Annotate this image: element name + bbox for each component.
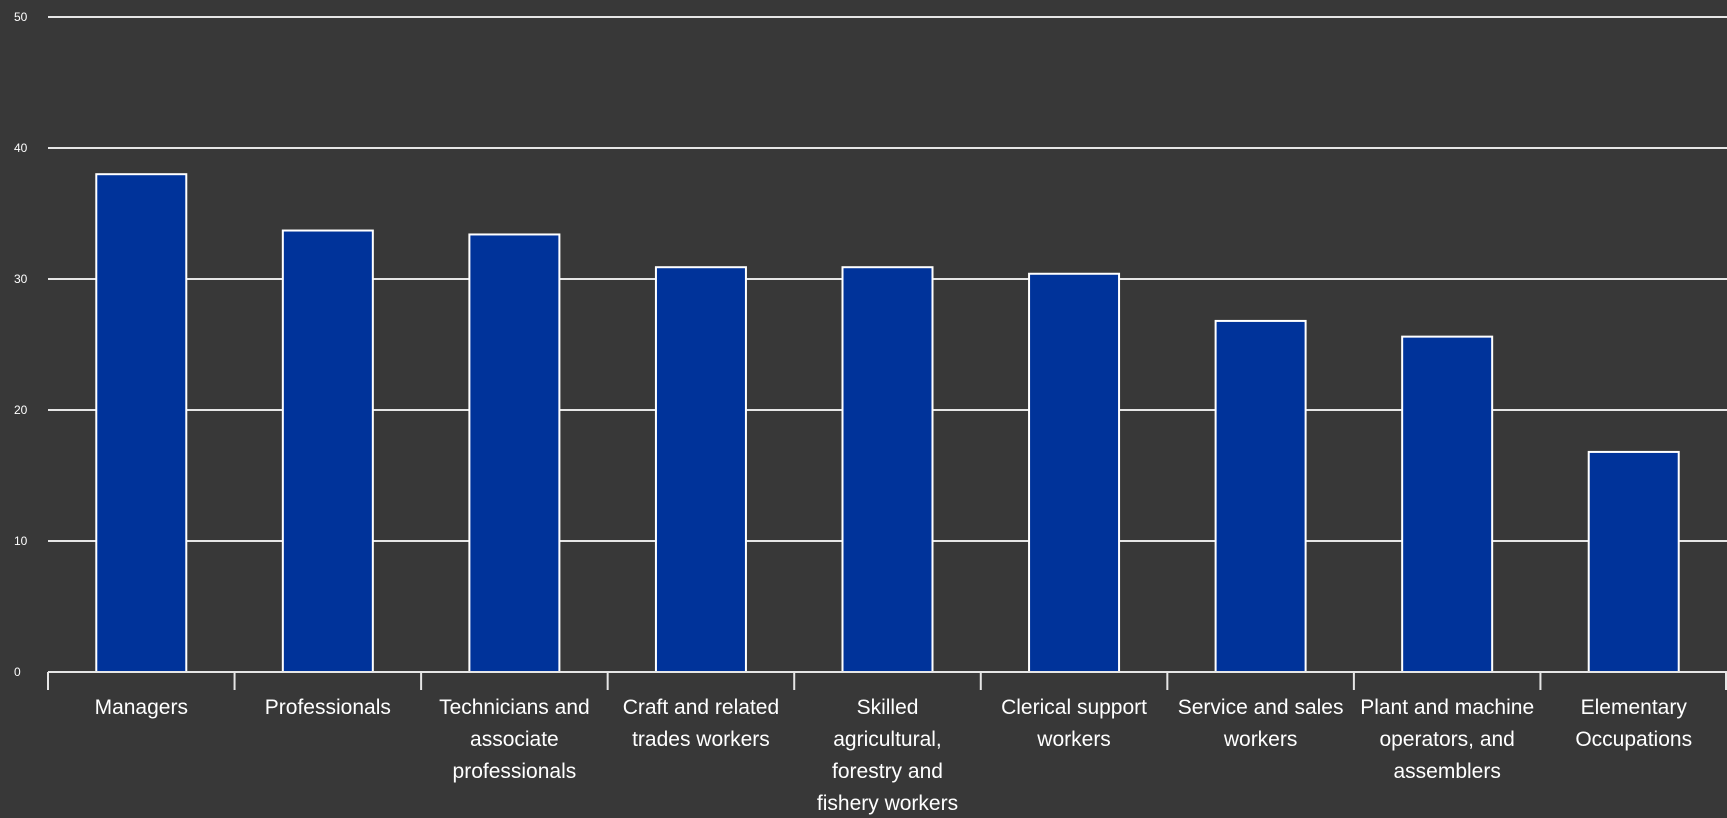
bar [1401, 335, 1494, 673]
x-tick-label: Professionals [265, 696, 391, 719]
x-tick-label-line: Occupations [1575, 728, 1692, 751]
x-tick-label: Clerical support workers [1001, 696, 1147, 751]
bar [95, 173, 188, 673]
x-tick-label-line: Service and sales [1178, 696, 1344, 719]
y-tick-label: 20 [14, 403, 28, 417]
y-tick-label: 50 [14, 10, 28, 24]
bar [841, 266, 934, 673]
x-tick-label-line: fishery workers [817, 792, 958, 815]
bar [281, 229, 374, 673]
x-tick-label-line: Craft and related [623, 696, 779, 719]
y-axis-tick-labels: 0 10 20 30 40 50 [14, 10, 28, 679]
x-tick-label-line: professionals [453, 760, 577, 783]
x-axis [47, 671, 1727, 690]
x-tick-label: Service and sales workers [1178, 696, 1344, 751]
y-tick-label: 10 [14, 534, 28, 548]
x-tick-label-line: Plant and machine [1360, 696, 1534, 719]
x-tick-label-line: operators, and [1379, 728, 1514, 751]
x-tick-label: Technicians and associate professionals [439, 696, 590, 783]
x-tick-label-line: Technicians and [439, 696, 590, 719]
x-tick-label-line: assemblers [1393, 760, 1500, 783]
y-tick-label: 0 [14, 665, 21, 679]
x-tick-label-line: workers [1223, 728, 1298, 751]
x-tick-label: Managers [95, 696, 188, 719]
y-tick-label: 40 [14, 141, 28, 155]
x-tick-label: Elementary Occupations [1575, 696, 1692, 751]
bars [95, 173, 1680, 674]
bar [468, 233, 561, 674]
y-tick-label: 30 [14, 272, 28, 286]
x-tick-label-line: Clerical support [1001, 696, 1147, 719]
x-tick-label: Craft and related trades workers [623, 696, 779, 751]
x-tick-label: Skilled agricultural, forestry and fishery … [817, 696, 958, 815]
x-axis-tick-labels: Managers Professionals Technicians and asso… [95, 696, 1693, 815]
x-tick-label-line: Professionals [265, 696, 391, 719]
x-tick-label-line: agricultural, [833, 728, 942, 751]
x-tick-label-line: Skilled [857, 696, 919, 719]
bar [1587, 450, 1680, 674]
bar [1028, 272, 1121, 673]
x-tick-label-line: associate [470, 728, 559, 751]
x-tick-label-line: Elementary [1581, 696, 1688, 719]
x-tick-label-line: forestry and [832, 760, 943, 783]
x-tick-label-line: workers [1036, 728, 1111, 751]
x-tick-label-line: trades workers [632, 728, 770, 751]
x-tick-label: Plant and machine operators, and assembler… [1360, 696, 1534, 783]
bar [654, 266, 747, 673]
bar [1214, 319, 1307, 673]
x-tick-label-line: Managers [95, 696, 188, 719]
